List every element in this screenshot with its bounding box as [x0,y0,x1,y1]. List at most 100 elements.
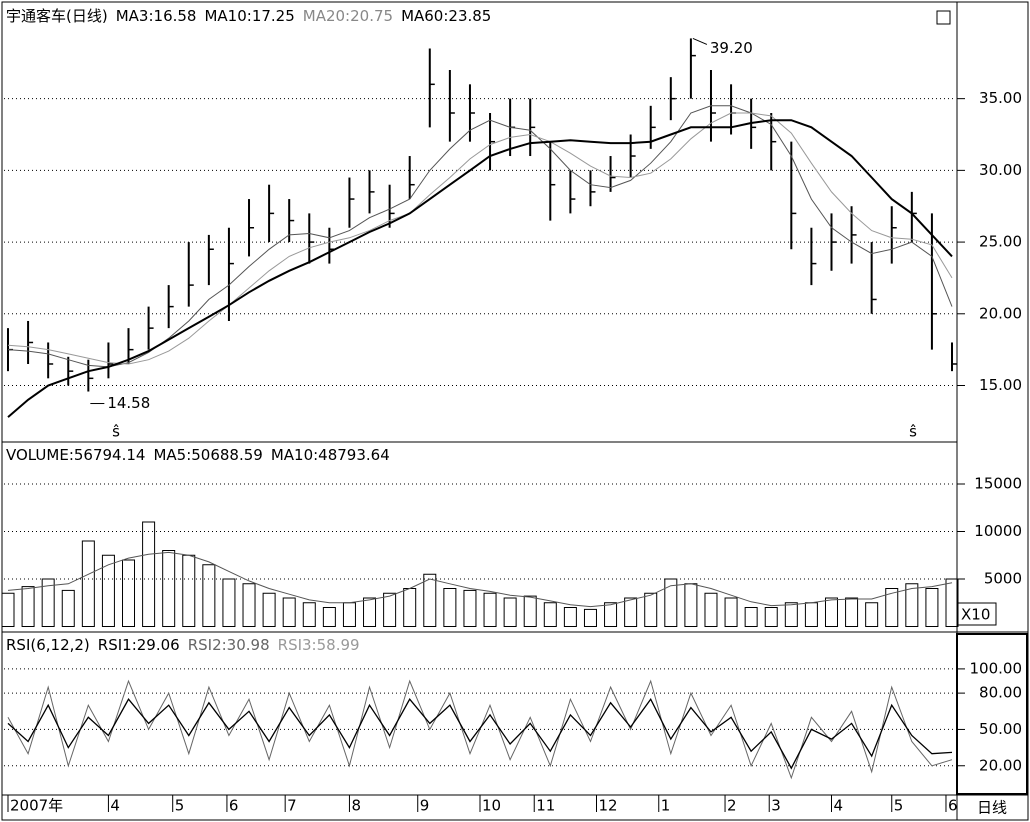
y-tick-label: 15.00 [979,376,1022,394]
x-tick-label: 7 [287,797,297,815]
annotation-arrow [692,37,708,45]
y-tick-label: 30.00 [979,161,1022,179]
volume-bar [724,597,738,628]
window-icon[interactable] [936,10,951,25]
series-line [7,697,953,770]
volume-bar [664,578,678,628]
header-item: MA5:50688.59 [153,446,263,464]
volume-bar [604,602,618,628]
header-item: MA10:17.25 [204,7,295,25]
header-item: 宇通客车(日线) [6,7,108,25]
volume-bar [543,602,557,628]
y-tick-label: 25.00 [979,233,1022,251]
x-tick-label: 8 [351,797,361,815]
volume-bar [162,550,176,628]
y-tick-label: 15000 [974,474,1022,492]
period-label: 日线 [977,799,1007,817]
y-tick-label: 100.00 [970,659,1023,677]
x-tick-label: 5 [175,797,185,815]
series-line [7,551,953,608]
volume-bar [242,583,256,628]
volume-bar [824,597,838,628]
y-tick-label: 50.00 [979,720,1022,738]
volume-bar [41,578,55,628]
y-tick-label: 20.00 [979,304,1022,322]
header-item: MA10:48793.64 [270,446,390,464]
volume-bar [302,602,316,628]
series-line [7,119,953,418]
volume-bar [804,602,818,628]
volume-bar [282,597,296,628]
volume-bar [885,588,899,628]
volume-bar [744,607,758,628]
x-tick-label: 3 [771,797,781,815]
volume-bar [684,583,698,628]
volume-bar [322,607,336,628]
volume-bar [925,588,939,628]
x-tick-label: 4 [110,797,120,815]
volume-bar [403,588,417,628]
volume-bar [905,583,919,628]
x-tick-label: 6 [229,797,239,815]
y-tick-label: 80.00 [979,684,1022,702]
volume-bar [262,592,276,628]
volume-bar [845,597,859,628]
volume-bar [443,588,457,628]
x-tick-label: 9 [420,797,430,815]
signal: ŝ [112,423,120,441]
x-tick-label: 2007年 [10,797,63,815]
volume-bar [624,597,638,628]
volume-bar [342,602,356,628]
volume-bar [563,607,577,628]
volume-bar [202,564,216,628]
volume-bar [21,586,35,628]
volume-bar [81,540,95,628]
x-tick-label: 2 [727,797,737,815]
panel-header: VOLUME:56794.14 MA5:50688.59 MA10:48793.64 [6,446,398,464]
volume-bar [423,573,437,628]
header-item: VOLUME:56794.14 [6,446,146,464]
header-item: MA60:23.85 [401,7,492,25]
header-item: MA20:20.75 [302,7,394,25]
header-item: RSI1:29.06 [97,636,180,654]
panel-header: RSI(6,12,2) RSI1:29.06 RSI2:30.98 RSI3:58.9… [6,636,368,654]
volume-bar [483,592,497,628]
panel-header: 宇通客车(日线) MA3:16.58 MA10:17.25 MA20:20.75 MA6… [6,5,499,26]
x-tick-label: 5 [894,797,904,815]
x-tick-label: 11 [536,797,555,815]
x-tick-label: 12 [598,797,617,815]
annotation: 39.20 [710,39,753,57]
volume-bar [945,578,959,628]
header-item: MA3:16.58 [115,7,197,25]
x-tick-label: 4 [833,797,843,815]
volume-bar [463,589,477,628]
unit-label: X10 [961,606,990,624]
volume-bar [61,589,75,628]
signal: ŝ [909,423,917,441]
volume-bar [764,607,778,628]
volume-bar [122,559,136,628]
volume-bar [865,602,879,628]
y-tick-label: 10000 [974,522,1022,540]
volume-bar [142,521,156,628]
x-tick-label: 10 [482,797,501,815]
volume-bar [1,592,15,628]
volume-bar [503,597,517,628]
y-tick-label: 35.00 [979,89,1022,107]
volume-bar [523,595,537,628]
volume-bar [101,554,115,628]
x-tick-label: 1 [661,797,671,815]
x-tick-label: 6 [948,797,958,815]
volume-bar [784,602,798,628]
volume-bar [583,608,597,628]
series-line [7,112,953,365]
header-item: RSI3:58.99 [277,636,360,654]
volume-bar [363,597,377,628]
volume-bar [383,592,397,628]
y-tick-label: 20.00 [979,756,1022,774]
series-line [7,679,953,780]
unit-box [957,602,997,626]
